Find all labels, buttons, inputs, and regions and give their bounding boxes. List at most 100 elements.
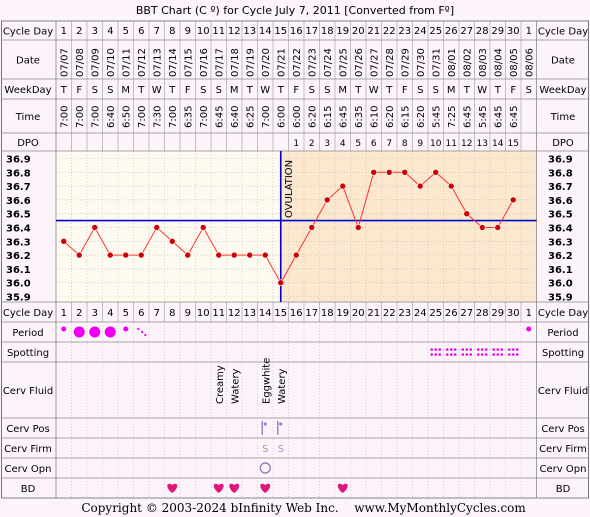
cycle-day-number-bottom: 13 [243,308,256,319]
row-label-left-cycle: Cycle Day [3,27,53,38]
spotting-dot [496,348,500,351]
row-label-left-time: Time [15,112,40,123]
temperature-point [246,251,254,259]
cycle-day-number-bottom: 6 [138,308,144,319]
temperature-point [168,238,176,245]
spotting-dot [480,348,484,351]
weekday-label: S [417,85,423,96]
cerv-fluid-label: Eggwhite [261,358,272,404]
cycle-day-number-bottom: 3 [92,308,98,319]
time-label: 6:00 [292,106,303,128]
y-tick-label-right: 36.5 [548,210,573,221]
time-label: 6:35 [354,106,365,128]
ovulation-label: OVULATION [284,160,295,218]
date-label: 07/30 [416,48,427,77]
cycle-day-number: 26 [445,26,458,37]
weekday-label: M [338,85,347,96]
weekday-label: T [463,85,471,96]
cycle-day-number-bottom: 23 [398,308,411,319]
date-label: 07/15 [183,48,194,77]
cycle-day-number: 5 [123,26,129,37]
cycle-day-number-bottom: 28 [476,308,489,319]
temperature-point [385,169,393,176]
time-label: 6:00 [276,106,287,128]
spotting-dot [445,348,449,351]
cycle-day-number: 29 [491,26,504,37]
row-label-left-cycle2: Cycle Day [3,308,53,319]
temperature-point [91,224,99,231]
time-label: 7:30 [152,106,163,128]
y-tick-label-right: 36.0 [548,279,573,290]
date-label: 08/02 [462,48,473,77]
cycle-day-number: 13 [243,26,256,37]
time-label: 6:35 [183,106,194,128]
row-label-right-date: Date [551,56,575,67]
row-label-left-spot: Spotting [7,348,49,359]
cycle-day-number: 15 [274,26,287,37]
cycle-day-number: 17 [305,26,318,37]
temperature-point [323,196,331,204]
dpo-label: 2 [309,139,315,149]
temperature-point [339,182,347,190]
cycle-day-number: 25 [429,26,442,37]
cycle-day-number: 1 [526,26,532,37]
cycle-day-number: 19 [336,26,349,37]
weekday-label: T [137,85,145,96]
date-label: 07/25 [338,48,349,77]
y-tick-label-left: 36.9 [6,155,31,166]
spotting-dot [476,348,480,351]
row-label-right-pos: Cerv Pos [541,424,584,435]
date-label: 07/10 [106,48,117,77]
row-label-left-dpo: DPO [17,138,39,149]
spotting-dot [453,348,457,351]
cycle-day-number: 2 [76,26,82,37]
bd-heart-icon [213,483,224,493]
time-label: 6:45 [509,106,520,128]
spotting-dot [461,348,465,351]
time-label: 6:50 [121,106,132,128]
weekday-label: S [526,85,532,96]
weekday-label: S [309,85,315,96]
row-label-left-bd: BD [21,484,36,495]
row-label-left-firm: Cerv Firm [4,444,52,455]
spotting-dot [511,348,515,351]
y-tick-label-left: 36.1 [6,265,31,276]
spotting-dot [492,348,496,351]
temperature-point [370,169,378,176]
bd-heart-icon [229,483,240,493]
cycle-day-number: 11 [212,26,225,37]
weekday-label: T [354,85,362,96]
y-tick-label-left: 36.8 [6,168,31,179]
y-tick-label-left: 36.4 [6,224,31,235]
weekday-label: F [185,85,191,96]
dpo-label: 8 [402,139,408,149]
period-dot-heavy [104,326,116,338]
temperature-point [230,251,238,259]
y-tick-label-left: 36.0 [6,279,31,290]
spotting-dot [484,348,488,351]
row-label-left-pos: Cerv Pos [6,424,49,435]
row-label-right-cycle2: Cycle Day [538,308,588,319]
period-dot-light [526,326,532,332]
period-dot-spotting [144,333,147,337]
y-tick-label-right: 36.8 [548,168,573,179]
weekday-label: T [494,85,502,96]
period-dot-light [123,326,129,332]
cycle-day-number-bottom: 1 [61,308,67,319]
date-label: 07/19 [245,48,256,77]
time-label: 6:10 [369,106,380,128]
weekday-label: F [510,85,516,96]
time-label: 6:20 [385,106,396,128]
weekday-label: F [402,85,408,96]
row-label-left-date: Date [16,56,40,67]
time-label: 6:45 [214,106,225,128]
temperature-point [292,251,300,259]
time-label: 6:15 [323,106,334,128]
temperature-point [509,196,517,204]
cycle-day-number-bottom: 30 [507,308,520,319]
y-tick-label-left: 35.9 [6,293,31,304]
date-label: 08/04 [493,48,504,77]
time-label: 6:40 [106,106,117,128]
spotting-dot [434,348,438,351]
time-label: 7:00 [261,106,272,128]
